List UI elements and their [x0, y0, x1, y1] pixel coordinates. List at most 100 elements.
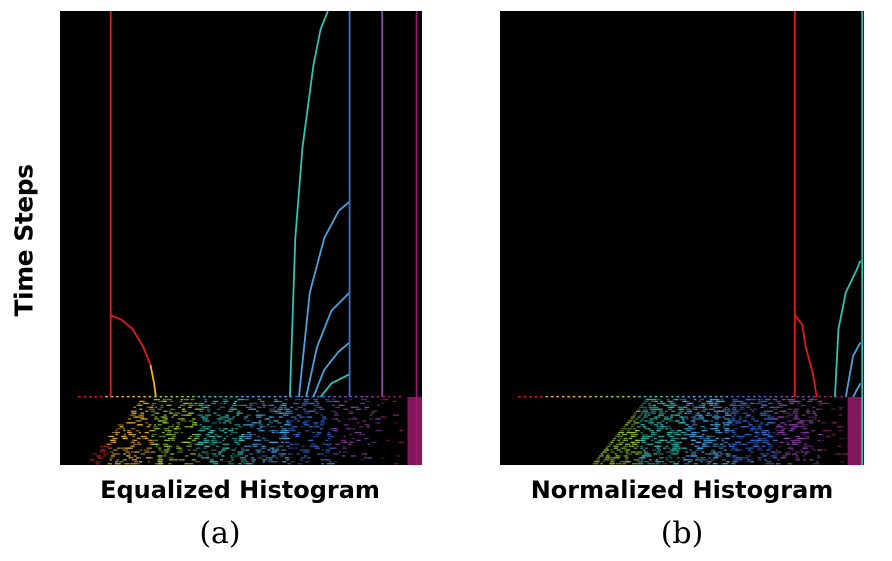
- band-dash: [236, 414, 240, 416]
- band-dash: [715, 453, 718, 455]
- band-dash: [253, 439, 257, 441]
- band-dash: [169, 459, 174, 461]
- band-dash: [660, 400, 663, 403]
- band-dash: [238, 426, 243, 428]
- band-dash: [245, 463, 252, 465]
- band-dash: [773, 453, 779, 455]
- band-dash: [759, 453, 766, 455]
- band-dash: [324, 455, 327, 457]
- band-dash: [157, 461, 163, 463]
- band-dash: [751, 410, 754, 412]
- band-dash: [203, 447, 207, 449]
- band-dash: [290, 430, 296, 432]
- band-dash: [315, 412, 319, 414]
- band-dash: [644, 412, 650, 414]
- band-dash: [750, 451, 754, 453]
- band-dash: [712, 428, 718, 430]
- band-dash: [194, 437, 197, 440]
- band-dash: [712, 402, 718, 405]
- band-dash: [209, 443, 216, 445]
- band-dash: [796, 455, 799, 457]
- band-dash: [375, 418, 381, 420]
- band-dash: [659, 428, 664, 430]
- band-dash: [304, 410, 309, 412]
- band-dash: [362, 433, 365, 436]
- band-dash: [786, 412, 791, 414]
- band-dash: [296, 435, 300, 438]
- band-dash: [691, 433, 697, 436]
- band-dash: [125, 447, 130, 449]
- band-dash: [777, 459, 780, 461]
- band-dash: [616, 463, 622, 465]
- band-dash: [296, 463, 303, 465]
- band-dash: [814, 414, 818, 416]
- band-dash: [748, 459, 754, 461]
- transition-dot: [758, 395, 761, 398]
- band-dash: [364, 424, 370, 426]
- band-dash: [806, 408, 810, 410]
- band-dash: [250, 459, 256, 461]
- band-dash: [183, 402, 190, 405]
- band-dash: [268, 404, 275, 406]
- band-dash: [670, 402, 673, 405]
- band-dash: [145, 457, 151, 459]
- band-dash: [313, 422, 318, 424]
- band-dash: [772, 398, 778, 401]
- band-dash: [757, 457, 761, 459]
- band-dash: [681, 437, 688, 440]
- band-dash: [640, 404, 644, 406]
- band-dash: [144, 410, 148, 412]
- band-dash: [269, 457, 274, 459]
- band-dash: [799, 426, 806, 428]
- band-dash: [803, 428, 807, 430]
- band-dash: [757, 459, 762, 461]
- band-dash: [119, 461, 124, 463]
- band-dash: [187, 437, 192, 440]
- band-dash: [792, 453, 797, 455]
- band-dash: [305, 461, 310, 463]
- transition-dot: [192, 395, 195, 398]
- band-dash: [661, 435, 665, 438]
- band-dash: [319, 408, 325, 410]
- band-dash: [646, 453, 652, 455]
- band-dash: [807, 400, 813, 403]
- band-dash: [320, 424, 324, 426]
- band-dash: [717, 398, 720, 401]
- band-dash: [140, 414, 144, 416]
- band-dash: [679, 398, 685, 401]
- band-dash: [114, 463, 121, 465]
- band-dash: [629, 445, 635, 447]
- band-dash: [677, 408, 683, 410]
- band-dash: [630, 424, 636, 426]
- band-dash: [132, 412, 137, 414]
- band-dash: [658, 412, 663, 414]
- band-dash: [294, 447, 298, 449]
- transition-dot: [99, 395, 103, 398]
- band-dash: [231, 437, 238, 440]
- chart-panel-b: [500, 11, 864, 465]
- band-dash: [808, 420, 814, 422]
- band-dash: [148, 424, 152, 426]
- band-dash: [142, 418, 148, 420]
- band-dash: [179, 400, 183, 403]
- band-dash: [817, 420, 820, 422]
- band-dash: [783, 404, 788, 406]
- band-dash: [732, 408, 737, 410]
- band-dash: [597, 457, 601, 459]
- band-dash: [773, 408, 778, 410]
- band-dash: [329, 447, 334, 449]
- band-dash: [611, 439, 615, 441]
- band-dash: [129, 433, 133, 436]
- band-dash: [639, 414, 643, 416]
- band-dash: [754, 402, 759, 405]
- band-dash: [286, 445, 290, 447]
- band-dash: [821, 439, 824, 441]
- band-dash: [308, 426, 313, 428]
- band-dash: [191, 459, 196, 461]
- band-dash: [133, 439, 138, 441]
- band-dash: [808, 398, 815, 401]
- band-dash: [797, 439, 801, 441]
- band-dash: [295, 398, 302, 401]
- band-dash: [802, 447, 807, 449]
- band-dash: [713, 463, 716, 465]
